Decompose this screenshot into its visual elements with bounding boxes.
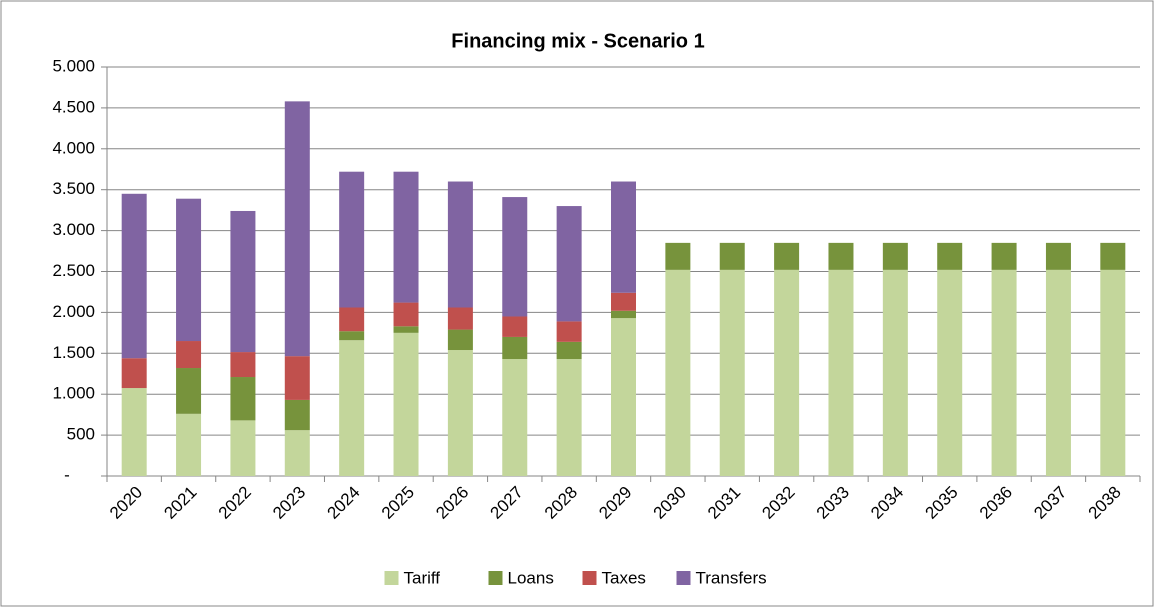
legend-swatch bbox=[676, 571, 691, 585]
bar-segment bbox=[556, 206, 582, 322]
bar-segment bbox=[393, 326, 419, 333]
y-tick-label: 4.000 bbox=[52, 138, 95, 157]
bar-segment bbox=[1100, 242, 1126, 270]
bar-segment bbox=[339, 340, 365, 476]
bar-segment bbox=[828, 269, 854, 476]
y-tick-label: 5.000 bbox=[52, 56, 95, 75]
bar-segment bbox=[502, 316, 528, 337]
bar-segment bbox=[1045, 269, 1071, 476]
legend-label: Loans bbox=[508, 568, 554, 587]
bar-segment bbox=[502, 359, 528, 476]
bar-segment bbox=[393, 332, 419, 476]
bar-segment bbox=[556, 359, 582, 476]
bar-segment bbox=[176, 341, 202, 369]
bar-segment bbox=[556, 341, 582, 360]
y-tick-label: - bbox=[64, 465, 70, 484]
bar-segment bbox=[774, 269, 800, 476]
legend-swatch bbox=[384, 571, 399, 585]
bar-segment bbox=[447, 329, 473, 351]
bar-segment bbox=[121, 388, 147, 476]
bar-segment bbox=[230, 210, 256, 353]
bar-segment bbox=[611, 181, 636, 293]
bar-segment bbox=[284, 356, 310, 400]
bar-segment bbox=[339, 171, 365, 308]
bar-segment bbox=[665, 242, 691, 270]
bar-segment bbox=[393, 302, 419, 327]
legend-swatch bbox=[582, 571, 597, 585]
bar-segment bbox=[339, 307, 365, 332]
bar-segment bbox=[284, 101, 310, 357]
bar-segment bbox=[447, 181, 473, 308]
bar-segment bbox=[556, 321, 582, 342]
bar-segment bbox=[991, 269, 1017, 476]
bar-segment bbox=[611, 318, 636, 476]
bar-segment bbox=[1045, 242, 1071, 270]
bar-segment bbox=[719, 269, 745, 476]
bar-segment bbox=[611, 310, 636, 319]
bar-segment bbox=[230, 377, 256, 421]
bar-segment bbox=[774, 242, 800, 270]
bar-segment bbox=[502, 197, 528, 317]
bar-segment bbox=[937, 242, 963, 270]
bar-segment bbox=[1100, 269, 1126, 476]
bar-segment bbox=[991, 242, 1017, 270]
bar-segment bbox=[882, 269, 908, 476]
legend-label: Tariff bbox=[404, 568, 441, 587]
bar-segment bbox=[176, 413, 202, 476]
y-tick-label: 1.500 bbox=[52, 343, 95, 362]
bar-segment bbox=[284, 430, 310, 476]
bar-segment bbox=[230, 352, 256, 378]
bar-segment bbox=[502, 336, 528, 360]
bar-segment bbox=[828, 242, 854, 270]
y-tick-label: 500 bbox=[67, 425, 95, 444]
bar-segment bbox=[121, 193, 147, 359]
bar-segment bbox=[230, 420, 256, 476]
bar-segment bbox=[665, 269, 691, 476]
bar-segment bbox=[447, 307, 473, 330]
y-tick-label: 2.000 bbox=[52, 302, 95, 321]
bar-segment bbox=[176, 368, 202, 414]
chart-title: Financing mix - Scenario 1 bbox=[451, 30, 704, 52]
bar-segment bbox=[447, 350, 473, 476]
bar-segment bbox=[937, 269, 963, 476]
bar-segment bbox=[611, 292, 636, 311]
bar-segment bbox=[882, 242, 908, 270]
legend-label: Transfers bbox=[696, 568, 767, 587]
bar-segment bbox=[719, 242, 745, 270]
legend-swatch bbox=[488, 571, 503, 585]
bar-segment bbox=[121, 358, 147, 389]
y-tick-label: 1.000 bbox=[52, 384, 95, 403]
legend-label: Taxes bbox=[602, 568, 646, 587]
y-tick-label: 4.500 bbox=[52, 97, 95, 116]
bar-segment bbox=[393, 171, 419, 303]
y-tick-label: 2.500 bbox=[52, 261, 95, 280]
bar-segment bbox=[339, 331, 365, 341]
bar-segment bbox=[176, 198, 202, 342]
y-tick-label: 3.000 bbox=[52, 220, 95, 239]
y-tick-label: 3.500 bbox=[52, 179, 95, 198]
bar-segment bbox=[284, 399, 310, 431]
